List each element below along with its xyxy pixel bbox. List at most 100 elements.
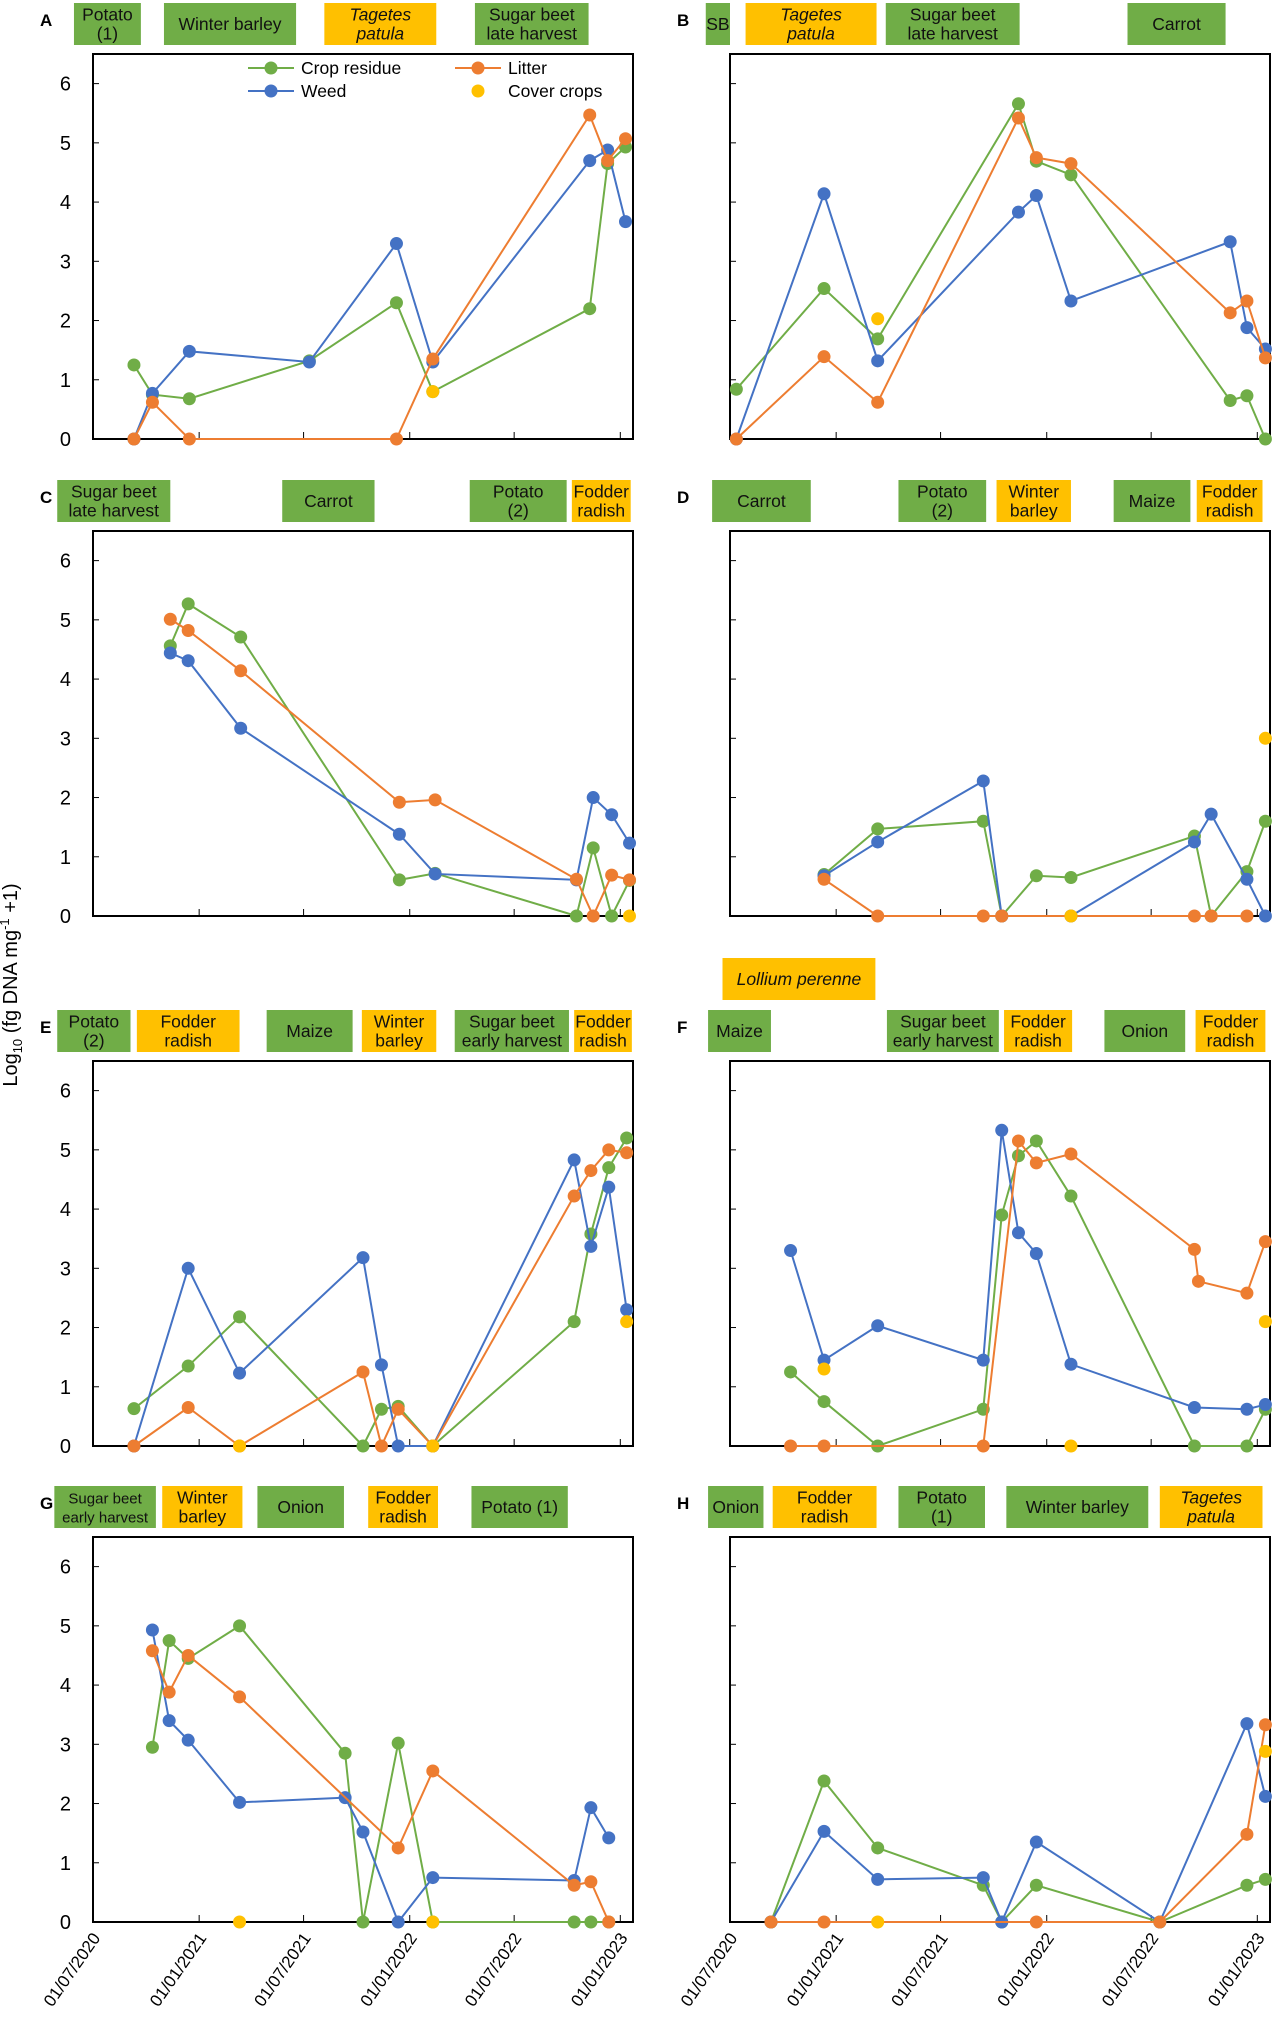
data-point <box>1258 1744 1272 1758</box>
legend-marker <box>264 61 278 75</box>
data-point <box>182 392 196 406</box>
data-point <box>871 1841 885 1855</box>
crop-band-box <box>57 1010 131 1052</box>
crop-band-label-line: Winter <box>177 1488 228 1508</box>
crop-band-label: Onion <box>277 1497 324 1517</box>
crop-band-label: Sugar beet late harvest <box>487 5 578 44</box>
crop-band-box <box>722 958 876 1000</box>
crop-band: Potato (2) <box>57 1010 131 1052</box>
data-point <box>584 1239 598 1253</box>
y-tick-label: 4 <box>60 1199 71 1221</box>
panel-letter: C <box>40 488 52 507</box>
data-point <box>233 1795 247 1809</box>
data-point <box>145 1644 159 1658</box>
crop-band-label: Sugar beet early harvest <box>893 1012 993 1051</box>
y-tick-label: 4 <box>60 669 71 691</box>
data-point <box>871 354 885 368</box>
data-point <box>356 1365 370 1379</box>
data-point <box>391 1915 405 1929</box>
data-point <box>163 646 177 660</box>
crop-band: Fodder radish <box>1004 1010 1073 1052</box>
data-point <box>1029 1134 1043 1148</box>
data-point <box>605 868 619 882</box>
data-point <box>1258 1315 1272 1329</box>
crop-band-label: Fodder radish <box>797 1488 853 1527</box>
data-point <box>1011 111 1025 125</box>
x-tick-label: 01/07/2022 <box>461 1929 525 2010</box>
crop-band-label: Fodder radish <box>1202 482 1258 521</box>
data-point <box>620 1146 634 1160</box>
crop-band-box <box>745 3 877 45</box>
data-point <box>374 1402 388 1416</box>
crop-band-label: Fodder radish <box>1010 1012 1066 1051</box>
crop-band: Tagetes patula <box>324 3 437 45</box>
crop-band-label: Sugar beet early harvest <box>62 1491 149 1527</box>
legend: Crop residue Litter Weed Cover crops <box>248 58 603 101</box>
crop-band-label-line: Potato <box>69 1012 120 1032</box>
y-tick-label: 0 <box>60 1912 71 1934</box>
data-point <box>602 1831 616 1845</box>
crop-band-label-line: late harvest <box>69 501 160 521</box>
series-crop-residue <box>163 597 637 923</box>
data-point <box>1064 1147 1078 1161</box>
data-point <box>871 395 885 409</box>
data-point <box>1223 235 1237 249</box>
crop-band-label: Fodder radish <box>1203 1012 1259 1051</box>
crop-band: Potato (1) <box>898 1486 985 1528</box>
y-axis-label: Log10 (fg DNA mg-1 +1) <box>0 883 25 1086</box>
crop-band-label: Sugar beet late harvest <box>907 5 998 44</box>
crop-band-box <box>471 1486 568 1528</box>
crop-band-label: Fodder radish <box>574 482 630 521</box>
data-point <box>162 1685 176 1699</box>
data-point <box>356 1825 370 1839</box>
data-point <box>233 1690 247 1704</box>
panel-g: G Sugar beet early harvest Winter barley Onio… <box>40 1486 634 2010</box>
crop-band-label-line: Potato <box>917 482 968 502</box>
crop-band-box <box>54 1486 156 1528</box>
crop-band-label-line: Fodder <box>1202 482 1258 502</box>
crop-band-box <box>898 1486 985 1528</box>
series-cover-crops <box>817 1315 1272 1453</box>
data-point <box>729 432 743 446</box>
data-point <box>623 909 637 923</box>
crop-band-label: Sugar beet early harvest <box>462 1012 562 1051</box>
plot-area <box>729 1536 1271 1923</box>
crop-band: Fodder radish <box>571 480 631 522</box>
data-point <box>567 1915 581 1929</box>
crop-band-box <box>712 480 811 522</box>
legend-item: Litter <box>455 58 547 78</box>
data-point <box>389 296 403 310</box>
legend-label: Crop residue <box>301 58 401 78</box>
data-point <box>1064 1189 1078 1203</box>
y-tick-label: 0 <box>60 906 71 928</box>
data-point <box>145 386 159 400</box>
data-point <box>817 1362 831 1376</box>
data-point <box>1240 1827 1254 1841</box>
crop-band-label-line: Fodder <box>160 1012 216 1032</box>
y-tick-label: 1 <box>60 1377 71 1399</box>
data-point <box>976 774 990 788</box>
data-point <box>584 1875 598 1889</box>
y-axis-label-part: (fg DNA mg <box>0 930 22 1039</box>
crop-band-label-line: Winter <box>374 1012 425 1032</box>
data-point <box>1187 1439 1201 1453</box>
x-tick-label: 01/07/2020 <box>40 1929 104 2010</box>
data-point <box>602 1161 616 1175</box>
crop-band-label-line: Sugar beet <box>68 1491 142 1508</box>
y-tick-label: 3 <box>60 251 71 273</box>
crop-band-label-line: Potato (1) <box>481 1497 558 1517</box>
data-point <box>426 1871 440 1885</box>
crop-band-box <box>162 1486 243 1528</box>
crop-band: Maize <box>1113 480 1191 522</box>
crop-band-label: Potato (2) <box>69 1012 120 1051</box>
crop-band-box <box>474 3 589 45</box>
data-point <box>817 872 831 886</box>
legend-label: Litter <box>508 58 547 78</box>
series-cover-crops <box>233 1315 634 1453</box>
y-tick-label: 4 <box>60 192 71 214</box>
panel-c: C Sugar beet late harvest Carrot Potato (2) Fo… <box>40 480 637 928</box>
data-point <box>1258 351 1272 365</box>
y-tick-label: 5 <box>60 1140 71 1162</box>
legend-marker <box>264 84 278 98</box>
data-point <box>234 721 248 735</box>
